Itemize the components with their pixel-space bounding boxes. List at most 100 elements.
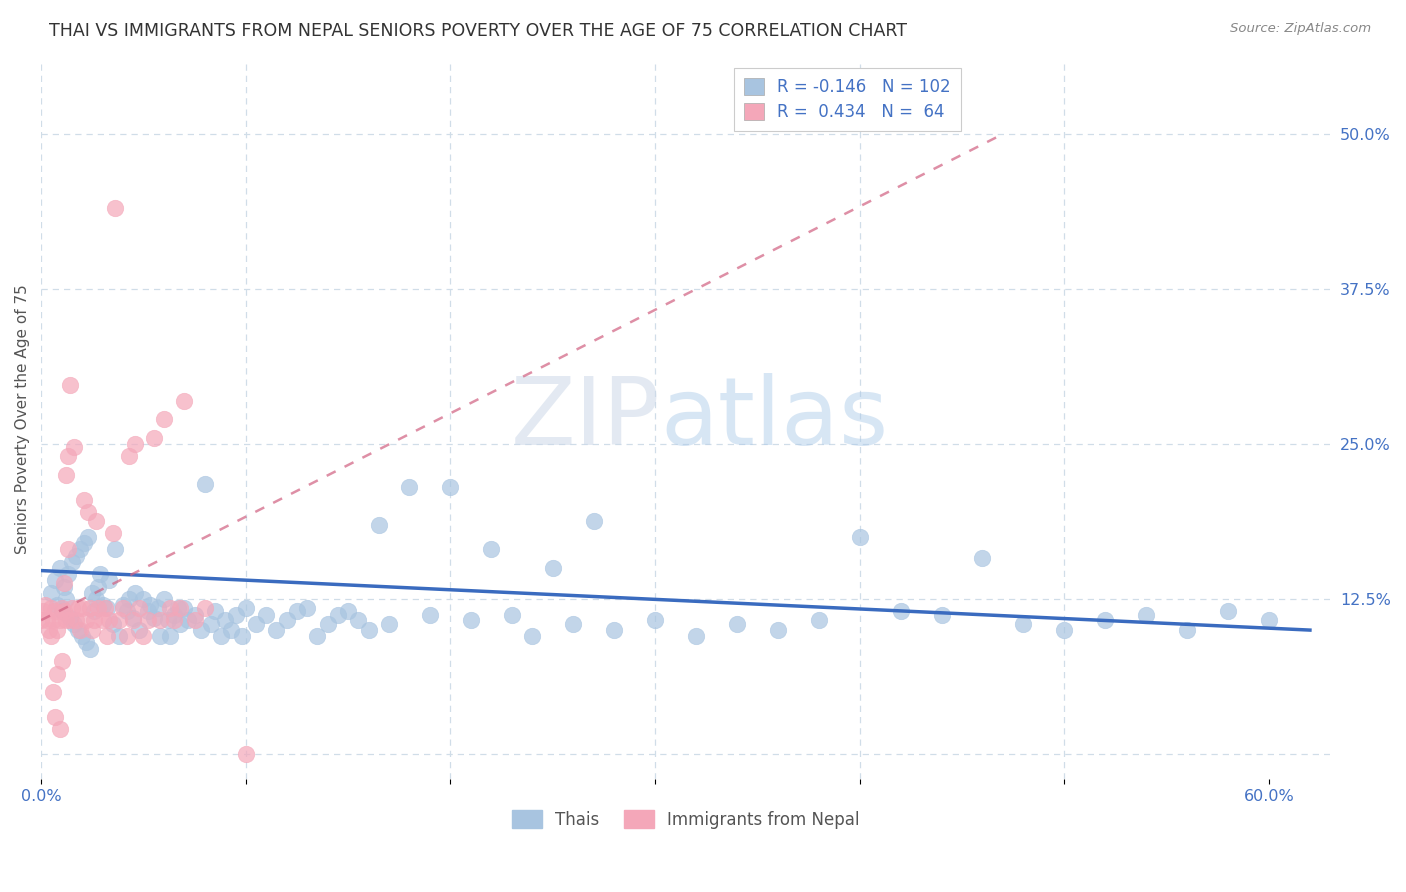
- Point: [55, 468, 77, 483]
- Point: [337, 605, 360, 619]
- Point: [501, 608, 523, 623]
- Point: [111, 599, 134, 613]
- Point: [149, 613, 172, 627]
- Point: [101, 616, 124, 631]
- Point: [173, 393, 195, 408]
- Point: [66, 623, 89, 637]
- Point: [46, 599, 69, 613]
- Point: [41, 600, 63, 615]
- Y-axis label: Seniors Poverty Over the Age of 75: Seniors Poverty Over the Age of 75: [15, 285, 30, 554]
- Point: [124, 586, 146, 600]
- Point: [972, 551, 994, 566]
- Point: [79, 600, 101, 615]
- Point: [30, 613, 52, 627]
- Point: [37, 613, 59, 627]
- Point: [183, 613, 205, 627]
- Point: [83, 613, 105, 627]
- Text: Source: ZipAtlas.com: Source: ZipAtlas.com: [1230, 22, 1371, 36]
- Point: [347, 613, 370, 627]
- Point: [169, 616, 191, 631]
- Point: [235, 600, 257, 615]
- Point: [235, 747, 257, 761]
- Point: [266, 623, 288, 637]
- Point: [254, 608, 277, 623]
- Point: [245, 616, 267, 631]
- Point: [128, 600, 150, 615]
- Point: [541, 561, 564, 575]
- Point: [75, 613, 97, 627]
- Point: [169, 600, 191, 615]
- Point: [200, 616, 222, 631]
- Point: [46, 623, 69, 637]
- Point: [419, 608, 441, 623]
- Point: [214, 613, 236, 627]
- Point: [56, 567, 79, 582]
- Point: [73, 492, 96, 507]
- Point: [63, 440, 86, 454]
- Point: [173, 600, 195, 615]
- Point: [48, 723, 70, 737]
- Point: [55, 592, 77, 607]
- Point: [194, 476, 217, 491]
- Point: [142, 431, 165, 445]
- Point: [108, 629, 131, 643]
- Point: [177, 613, 200, 627]
- Point: [70, 600, 93, 615]
- Point: [48, 561, 70, 575]
- Point: [34, 599, 56, 613]
- Point: [931, 608, 953, 623]
- Point: [97, 574, 120, 588]
- Point: [65, 549, 87, 563]
- Text: THAI VS IMMIGRANTS FROM NEPAL SENIORS POVERTY OVER THE AGE OF 75 CORRELATION CHA: THAI VS IMMIGRANTS FROM NEPAL SENIORS PO…: [49, 22, 907, 40]
- Point: [96, 600, 118, 615]
- Point: [766, 623, 789, 637]
- Point: [79, 641, 101, 656]
- Point: [66, 600, 89, 615]
- Point: [118, 592, 141, 607]
- Point: [149, 629, 172, 643]
- Point: [725, 616, 748, 631]
- Legend: Thais, Immigrants from Nepal: Thais, Immigrants from Nepal: [505, 804, 866, 835]
- Point: [1175, 623, 1198, 637]
- Point: [479, 542, 502, 557]
- Point: [1135, 608, 1157, 623]
- Point: [231, 629, 253, 643]
- Point: [82, 623, 104, 637]
- Point: [142, 610, 165, 624]
- Point: [87, 600, 110, 615]
- Point: [225, 608, 247, 623]
- Point: [70, 629, 93, 643]
- Point: [87, 580, 110, 594]
- Point: [91, 613, 114, 627]
- Point: [357, 623, 380, 637]
- Point: [32, 605, 55, 619]
- Point: [122, 610, 145, 624]
- Point: [86, 592, 108, 607]
- Point: [93, 600, 115, 615]
- Point: [63, 616, 86, 631]
- Point: [1094, 613, 1116, 627]
- Point: [83, 605, 105, 619]
- Point: [153, 412, 176, 426]
- Point: [52, 605, 75, 619]
- Point: [848, 530, 870, 544]
- Point: [122, 613, 145, 627]
- Point: [194, 600, 217, 615]
- Point: [136, 613, 159, 627]
- Point: [163, 613, 186, 627]
- Point: [285, 605, 308, 619]
- Point: [108, 613, 131, 627]
- Point: [582, 514, 605, 528]
- Point: [190, 623, 212, 637]
- Point: [48, 613, 70, 627]
- Point: [1012, 616, 1035, 631]
- Point: [159, 629, 181, 643]
- Point: [55, 613, 77, 627]
- Point: [69, 542, 91, 557]
- Point: [44, 605, 66, 619]
- Point: [60, 555, 83, 569]
- Point: [159, 600, 181, 615]
- Point: [65, 613, 87, 627]
- Point: [42, 613, 65, 627]
- Point: [153, 592, 176, 607]
